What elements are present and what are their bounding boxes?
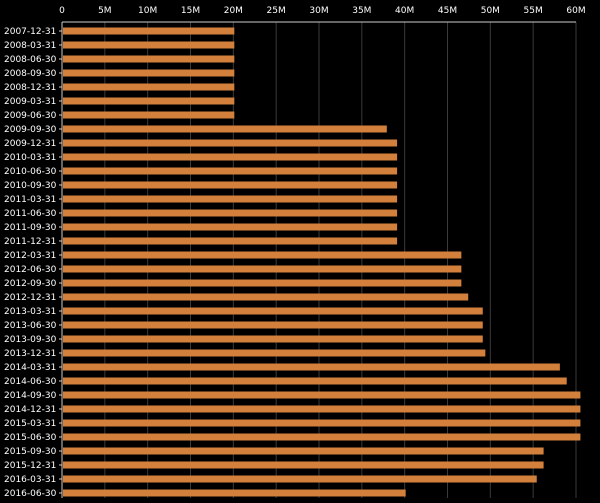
x-tick-label: 35M: [352, 6, 371, 16]
y-tick-label: 2010-03-31: [4, 153, 56, 163]
y-tick-label: 2009-09-30: [4, 125, 57, 135]
y-tick-label: 2014-03-31: [4, 363, 56, 373]
y-tick-label: 2016-03-31: [4, 475, 56, 485]
bar: [63, 307, 483, 315]
bar: [63, 181, 398, 189]
y-tick-label: 2014-12-31: [4, 405, 56, 415]
y-tick-label: 2015-03-31: [4, 419, 56, 429]
x-tick-label: 45M: [438, 6, 457, 16]
bar: [63, 265, 462, 273]
bar: [63, 153, 398, 161]
x-tick-label: 60M: [566, 6, 585, 16]
bar: [63, 139, 398, 147]
y-tick-label: 2011-06-30: [4, 209, 57, 219]
bar: [63, 251, 462, 259]
grid-lines: [104, 22, 577, 498]
y-tick-label: 2008-06-30: [4, 55, 57, 65]
bar: [63, 223, 398, 231]
y-tick-label: 2009-06-30: [4, 111, 57, 121]
bar: [63, 321, 483, 329]
y-tick-label: 2011-09-30: [4, 223, 57, 233]
y-tick-label: 2014-06-30: [4, 377, 57, 387]
y-tick-label: 2015-12-31: [4, 461, 56, 471]
bar: [63, 125, 387, 133]
bar: [63, 83, 235, 91]
y-tick-label: 2013-06-30: [4, 321, 57, 331]
y-tick-label: 2014-09-30: [4, 391, 57, 401]
bar: [63, 335, 483, 343]
x-tick-label: 55M: [524, 6, 543, 16]
y-tick-label: 2012-06-30: [4, 265, 57, 275]
bar: [63, 447, 544, 455]
bar: [63, 461, 544, 469]
x-tick-label: 10M: [138, 6, 157, 16]
bar: [63, 377, 567, 385]
y-tick-label: 2012-03-31: [4, 251, 56, 261]
bar: [63, 363, 560, 371]
bar: [63, 391, 581, 399]
y-tick-label: 2013-09-30: [4, 335, 57, 345]
bar: [63, 41, 235, 49]
y-tick-label: 2010-09-30: [4, 181, 57, 191]
bar: [63, 419, 581, 427]
x-tick-label: 30M: [309, 6, 328, 16]
x-tick-label: 15M: [181, 6, 200, 16]
x-tick-label: 50M: [481, 6, 500, 16]
y-tick-label: 2013-12-31: [4, 349, 56, 359]
bar-series: [63, 27, 581, 497]
bar: [63, 279, 462, 287]
bar: [63, 27, 235, 35]
bar: [63, 237, 398, 245]
labels: 0 5M 10M 15M 20M 25M 30M 35M 40M 45M 50M 55M 60M 2007…: [4, 6, 586, 499]
bar: [63, 195, 398, 203]
y-tick-label: 2009-03-31: [4, 97, 56, 107]
x-tick-label: 5M: [98, 6, 112, 16]
x-tick-label: 20M: [224, 6, 243, 16]
y-tick-label: 2008-09-30: [4, 69, 57, 79]
bar: [63, 167, 398, 175]
bar: [63, 433, 581, 441]
y-tick-label: 2015-06-30: [4, 433, 57, 443]
bar: [63, 475, 537, 483]
x-tick-label: 40M: [395, 6, 414, 16]
y-tick-label: 2015-09-30: [4, 447, 57, 457]
bar: [63, 489, 406, 497]
bar: [63, 97, 235, 105]
x-tick-label: 25M: [267, 6, 286, 16]
y-tick-label: 2012-12-31: [4, 293, 56, 303]
bar: [63, 349, 486, 357]
bar: [63, 69, 235, 77]
y-tick-label: 2013-03-31: [4, 307, 56, 317]
y-tick-label: 2009-12-31: [4, 139, 56, 149]
bar: [63, 209, 398, 217]
y-tick-label: 2008-03-31: [4, 41, 56, 51]
bar: [63, 293, 469, 301]
bar: [63, 111, 235, 119]
axes: [59, 21, 576, 498]
y-tick-label: 2011-12-31: [4, 237, 56, 247]
y-tick-label: 2008-12-31: [4, 83, 56, 93]
bar: [63, 55, 235, 63]
y-tick-label: 2012-09-30: [4, 279, 57, 289]
y-tick-label: 2011-03-31: [4, 195, 56, 205]
y-tick-label: 2010-06-30: [4, 167, 57, 177]
x-tick-label: 0: [59, 6, 65, 16]
bar: [63, 405, 581, 413]
y-tick-label: 2016-06-30: [4, 489, 57, 499]
y-tick-label: 2007-12-31: [4, 27, 56, 37]
